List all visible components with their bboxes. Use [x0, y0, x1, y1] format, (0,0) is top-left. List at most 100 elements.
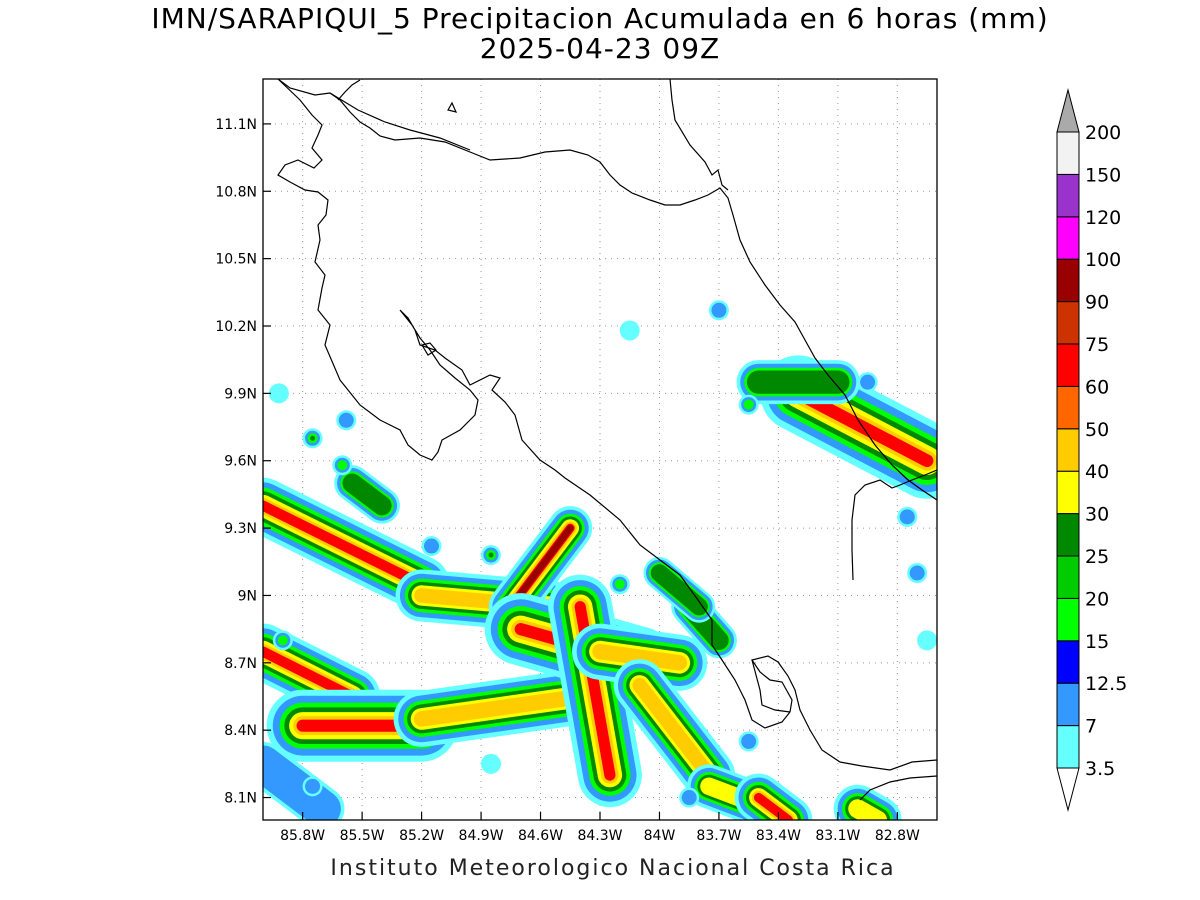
colorbar-overflow-arrow [1056, 88, 1080, 133]
precip-contour-band [848, 799, 888, 820]
lat-tick-label: 9N [238, 588, 257, 604]
precip-contour-band [263, 646, 358, 702]
isla-small [447, 101, 458, 113]
colorbar-swatch [1056, 682, 1080, 727]
precip-cell [741, 733, 757, 749]
lon-tick-label: 85.2W [399, 828, 444, 844]
precip-contour-band [650, 564, 708, 616]
lat-tick-label: 8.1N [224, 791, 257, 807]
colorbar-label: 7 [1085, 716, 1097, 738]
colorbar-label: 25 [1085, 546, 1109, 568]
lon-tick-label: 84.9W [459, 828, 504, 844]
colorbar-label: 15 [1085, 631, 1109, 653]
colorbar-swatch [1056, 301, 1080, 345]
colorbar-label: 12.5 [1085, 673, 1127, 695]
colorbar-label: 60 [1085, 376, 1109, 398]
colorbar-label: 30 [1085, 504, 1109, 526]
precip-cell [860, 374, 876, 390]
precip-cell [310, 435, 316, 441]
osa-peninsula [751, 659, 791, 713]
colorbar-label: 120 [1085, 207, 1121, 229]
colorbar-label: 40 [1085, 461, 1109, 483]
colorbar-swatch [1056, 725, 1080, 769]
colorbar-label: 3.5 [1085, 758, 1115, 780]
precip-cell [909, 565, 925, 581]
precip-cell [917, 630, 937, 651]
precip-contour-band [263, 745, 341, 820]
nicoya-inner-coast [421, 342, 437, 356]
lat-tick-label: 8.7N [224, 656, 257, 672]
colorbar-swatch [1056, 597, 1080, 642]
colorbar-swatch [1056, 131, 1080, 175]
lon-tick-label: 83.7W [696, 828, 741, 844]
longitude-axis: 85.8W 85.5W 85.2W 84.9W 84.6W 84.3W 84W 83.7W 83… [280, 812, 920, 844]
colorbar-swatch [1056, 640, 1080, 684]
lat-tick-label: 10.8N [215, 184, 257, 200]
footer-credit: Instituto Meteorologico Nacional Costa R… [330, 856, 896, 881]
precipitation-field [263, 300, 937, 820]
precip-contour-band [753, 792, 793, 820]
colorbar-swatch [1056, 470, 1080, 515]
punta-burica [859, 775, 937, 801]
lon-tick-label: 84.3W [577, 828, 622, 844]
colorbar-legend: 3.5 7 12.5 15 20 25 30 40 50 60 75 90 100 120 150 200 [1056, 88, 1127, 812]
precip-cell [614, 579, 625, 590]
precip-cell [681, 790, 697, 806]
coastlines-borders [277, 79, 937, 801]
lon-tick-label: 84.6W [518, 828, 563, 844]
precip-contour-band [263, 500, 427, 590]
precip-cell [619, 320, 640, 341]
map-plot-area [263, 79, 937, 820]
precip-cell [277, 635, 288, 646]
lon-tick-label: 85.5W [340, 828, 385, 844]
caribbean-coast [329, 92, 937, 501]
colorbar-label: 90 [1085, 292, 1109, 314]
precip-cell [338, 412, 354, 428]
colorbar-swatch [1056, 216, 1080, 260]
lon-tick-label: 82.8W [875, 828, 920, 844]
precip-cell [743, 399, 754, 410]
lat-tick-label: 9.6N [224, 454, 257, 470]
lat-tick-label: 10.5N [215, 252, 257, 268]
nicaragua-coast-north [669, 79, 729, 191]
precip-cell [480, 753, 501, 774]
precip-contour-band [632, 677, 717, 783]
colorbar-label: 50 [1085, 419, 1109, 441]
lon-tick-label: 83.4W [756, 828, 801, 844]
precip-cell [424, 538, 439, 554]
lat-tick-label: 9.9N [224, 386, 257, 402]
precip-contour-band [413, 688, 588, 727]
colorbar-swatch [1056, 343, 1080, 387]
pacific-coast-north [277, 79, 791, 729]
lon-tick-label: 84W [644, 828, 676, 844]
map-title: IMN/SARAPIQUI_5 Precipitacion Acumulada … [151, 2, 1049, 35]
precip-cell [899, 509, 915, 525]
colorbar-swatch [1056, 513, 1080, 557]
colorbar-swatch [1056, 173, 1080, 218]
colorbar-label: 200 [1085, 122, 1121, 144]
precip-cell [305, 778, 321, 794]
lake-nicaragua-shore [277, 79, 331, 96]
lat-tick-label: 11.1N [215, 117, 257, 133]
san-juan-river-border [329, 92, 471, 151]
latitude-axis: 11.1N 10.8N 10.5N 10.2N 9.9N 9.6N 9.3N 9N 8.7N 8.… [215, 117, 271, 807]
colorbar-swatch [1056, 258, 1080, 303]
panama-border [851, 469, 937, 581]
map-subtitle-date: 2025-04-23 09Z [479, 32, 721, 65]
precip-cell [711, 302, 727, 318]
lon-tick-label: 85.8W [280, 828, 325, 844]
colorbar-label: 100 [1085, 249, 1121, 271]
precip-cell [268, 383, 289, 404]
lon-tick-label: 83.1W [815, 828, 860, 844]
colorbar-label: 20 [1085, 588, 1109, 610]
precip-contour-band [592, 643, 688, 671]
precip-cell [488, 552, 494, 558]
golfo-dulce-coast [751, 655, 937, 771]
lat-tick-label: 10.2N [215, 319, 257, 335]
colorbar-swatch [1056, 428, 1080, 472]
colorbar-swatch [1056, 385, 1080, 430]
colorbar-label: 150 [1085, 164, 1121, 186]
colorbar-underflow-arrow [1056, 767, 1080, 812]
precip-cell [337, 460, 348, 471]
